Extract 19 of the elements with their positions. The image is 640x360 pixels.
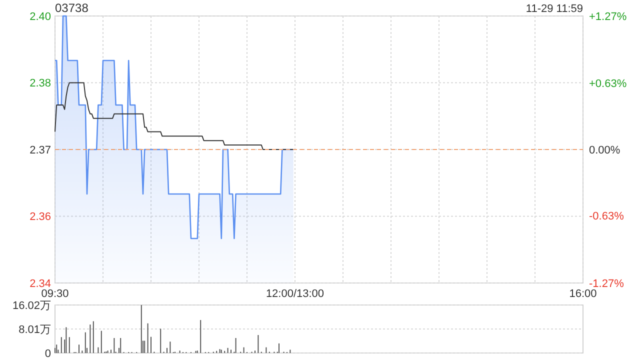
y2-tick-label: 0.00% xyxy=(589,144,620,156)
x-tick-label: 16:00 xyxy=(569,288,597,300)
text: 11-29 11:59 xyxy=(526,3,583,15)
y2-tick-label: +1.27% xyxy=(589,10,627,23)
y3-tick-label: 8.01万 xyxy=(18,324,51,336)
chart-title: 03738 xyxy=(55,1,89,15)
y3-tick-label: 0 xyxy=(44,348,51,360)
y-tick-label: 2.36 xyxy=(30,211,51,224)
y2-tick-label: +0.63% xyxy=(589,78,627,90)
y-tick-label: 2.37 xyxy=(30,144,51,156)
y-tick-label: 2.38 xyxy=(30,78,51,90)
y-tick-label: 2.40 xyxy=(30,10,51,23)
x-tick-label: 09:30 xyxy=(41,288,69,300)
line-series xyxy=(54,82,294,150)
y-tick-label: 2.34 xyxy=(30,278,51,290)
x-tick-label: 12:00/13:00 xyxy=(266,288,324,300)
y2-tick-label: -1.27% xyxy=(589,278,624,290)
y2-tick-label: -0.63% xyxy=(589,210,624,223)
y3-tick-label: 16.02万 xyxy=(12,300,51,312)
